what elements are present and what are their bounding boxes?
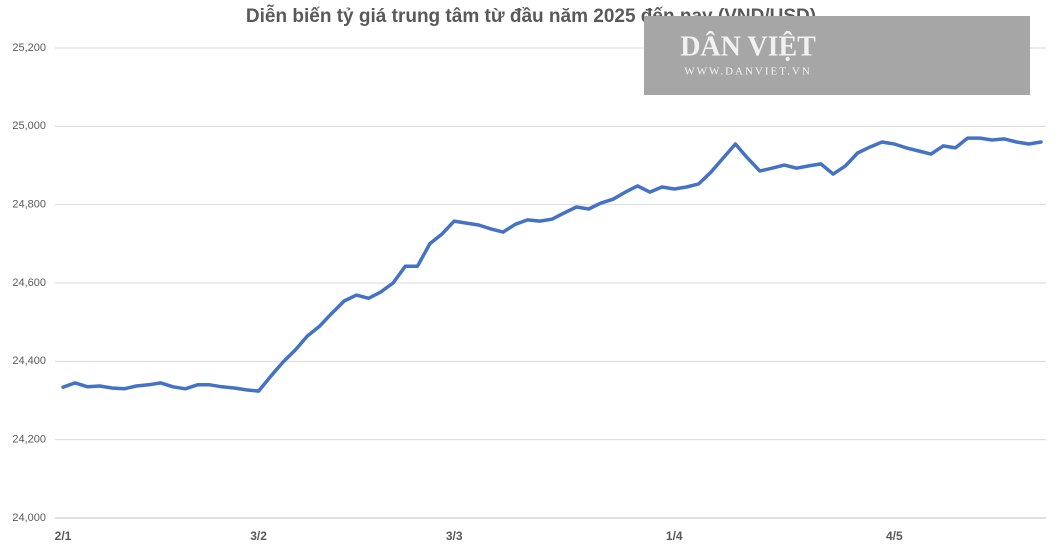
data-line bbox=[61, 136, 1043, 393]
watermark-brand: DÂN VIỆT bbox=[680, 31, 816, 62]
y-tick-label: 25,200 bbox=[12, 42, 46, 54]
y-tick-label: 24,200 bbox=[12, 434, 46, 446]
y-tick-label: 24,600 bbox=[12, 277, 46, 289]
y-tick-label: 24,400 bbox=[12, 355, 46, 367]
x-tick-label: 4/5 bbox=[886, 529, 903, 543]
x-tick-label: 2/1 bbox=[55, 529, 72, 543]
watermark-box bbox=[644, 16, 1030, 95]
y-tick-label: 25,000 bbox=[12, 120, 46, 132]
y-tick-label: 24,000 bbox=[12, 512, 46, 524]
x-tick-label: 3/2 bbox=[250, 529, 267, 543]
x-tick-label: 1/4 bbox=[666, 529, 683, 543]
x-tick-label: 3/3 bbox=[446, 529, 463, 543]
y-tick-label: 24,800 bbox=[12, 199, 46, 211]
watermark-url: WWW.DANVIET.VN bbox=[684, 66, 812, 78]
